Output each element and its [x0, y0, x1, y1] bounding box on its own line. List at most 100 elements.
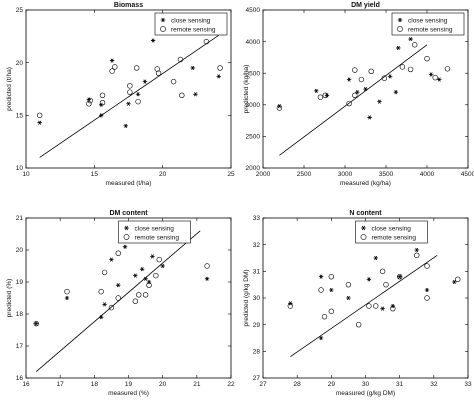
- legend-star-marker: [160, 17, 166, 23]
- y-tick-label: 30: [253, 295, 261, 302]
- data-point-circle: [424, 295, 430, 301]
- y-tick-label: 4000: [246, 39, 261, 46]
- x-tick-label: 30: [362, 381, 370, 388]
- data-point-star: [160, 263, 165, 269]
- scatter-panel-2: DM yield 2000 2500 3000 3500 4000 4500 2000 2500…: [243, 2, 474, 187]
- y-tick-label: 15: [16, 113, 24, 120]
- y-tick-label: 29: [253, 322, 261, 329]
- data-point-star: [126, 101, 131, 106]
- y-tick-label: 18: [16, 311, 24, 318]
- y-tick-label: 27: [253, 375, 261, 382]
- legend-label: close sensing: [135, 225, 175, 232]
- data-point-circle: [396, 273, 403, 280]
- data-point-circle: [153, 272, 159, 279]
- data-point-star: [142, 79, 148, 84]
- legend-label: close sensing: [408, 17, 448, 24]
- data-point-circle: [322, 92, 329, 99]
- series-circle: [33, 250, 210, 327]
- data-point-circle: [99, 99, 106, 106]
- data-point-star: [123, 123, 128, 128]
- legend-box: [118, 220, 191, 244]
- data-point-circle: [115, 295, 121, 301]
- series-circle: [276, 42, 451, 111]
- series-star: [277, 36, 442, 120]
- x-tick-label: 32: [430, 381, 438, 388]
- legend-box: [391, 12, 465, 36]
- data-point-circle: [115, 250, 121, 256]
- regression-line: [35, 230, 201, 372]
- chart-title: DM yield: [351, 2, 380, 9]
- legend-circle-marker: [397, 26, 403, 32]
- y-tick-label: 10: [16, 165, 24, 172]
- data-point-star: [139, 267, 145, 272]
- x-tick-label: 15: [91, 171, 99, 178]
- data-point-circle: [276, 105, 283, 111]
- legend-label: remote sensing: [372, 234, 417, 241]
- data-point-circle: [204, 263, 210, 269]
- y-tick-label: 16: [16, 375, 24, 382]
- data-point-star: [193, 92, 198, 97]
- data-point-circle: [352, 67, 358, 73]
- y-tick-label: 31: [253, 269, 261, 276]
- scatter-panel-3: DM content 16 17 18 19 20 21 22 16 17 18 19 20 21 meas…: [6, 210, 235, 397]
- x-tick-label: 17: [57, 381, 65, 388]
- data-point-circle: [127, 89, 133, 95]
- x-tick-label: 28: [294, 381, 302, 388]
- data-point-circle: [366, 303, 372, 309]
- plot-frame: [25, 9, 232, 169]
- data-point-star: [146, 279, 152, 285]
- data-point-star: [329, 287, 334, 293]
- y-tick-label: 28: [253, 349, 261, 356]
- x-tick-label: 19: [125, 381, 133, 388]
- data-point-star: [34, 321, 39, 326]
- data-point-circle: [101, 269, 108, 276]
- data-point-star: [363, 86, 368, 92]
- x-tick-label: 20: [159, 171, 167, 178]
- data-point-circle: [318, 287, 324, 293]
- legend-circle-marker: [123, 234, 130, 240]
- data-point-circle: [134, 65, 140, 71]
- y-tick-label: 4500: [246, 7, 261, 14]
- data-point-circle: [203, 38, 210, 45]
- legend-star-marker: [397, 17, 403, 23]
- y-tick-label: 17: [16, 343, 24, 350]
- legend-label: close sensing: [171, 17, 211, 24]
- x-tick-label: 2000: [256, 171, 271, 178]
- x-tick-label: 4500: [461, 171, 474, 178]
- y-tick-label: 32: [253, 242, 261, 249]
- data-point-circle: [146, 282, 152, 288]
- y-tick-label: 33: [253, 215, 261, 222]
- x-axis-label: measured (kg/ha): [340, 180, 391, 187]
- legend-circle-marker: [360, 234, 367, 240]
- x-tick-label: 10: [22, 171, 30, 178]
- data-point-circle: [127, 83, 133, 89]
- x-tick-label: 31: [396, 381, 404, 388]
- data-point-star: [98, 315, 104, 320]
- y-tick-label: 3000: [246, 102, 261, 109]
- x-tick-label: 4000: [420, 171, 435, 178]
- y-tick-label: 25: [16, 7, 24, 14]
- y-tick-label: 2500: [246, 134, 261, 141]
- scatter-panel-1: Biomass 10 15 20 25 10 15 20 25 measured (t/ha) pr…: [6, 2, 235, 187]
- data-point-circle: [98, 288, 104, 295]
- data-point-star: [387, 74, 393, 79]
- data-point-star: [414, 247, 419, 253]
- y-axis-label: predicted (g/kg DM): [243, 269, 250, 326]
- data-point-circle: [33, 320, 39, 327]
- data-point-star: [366, 277, 372, 282]
- legend-star-marker: [361, 225, 366, 231]
- legend: close sensing remote sensing: [154, 12, 228, 36]
- legend-box: [154, 12, 228, 36]
- data-point-star: [109, 58, 115, 63]
- x-tick-label: 33: [464, 381, 472, 388]
- y-tick-label: 20: [16, 247, 24, 254]
- data-point-circle: [444, 66, 451, 72]
- data-point-circle: [346, 100, 352, 107]
- regression-line: [290, 255, 438, 357]
- x-tick-label: 25: [227, 171, 235, 178]
- x-tick-label: 2500: [297, 171, 312, 178]
- legend-star-marker: [124, 225, 129, 231]
- data-point-star: [428, 72, 434, 77]
- data-point-star: [355, 90, 360, 95]
- data-point-star: [64, 295, 70, 301]
